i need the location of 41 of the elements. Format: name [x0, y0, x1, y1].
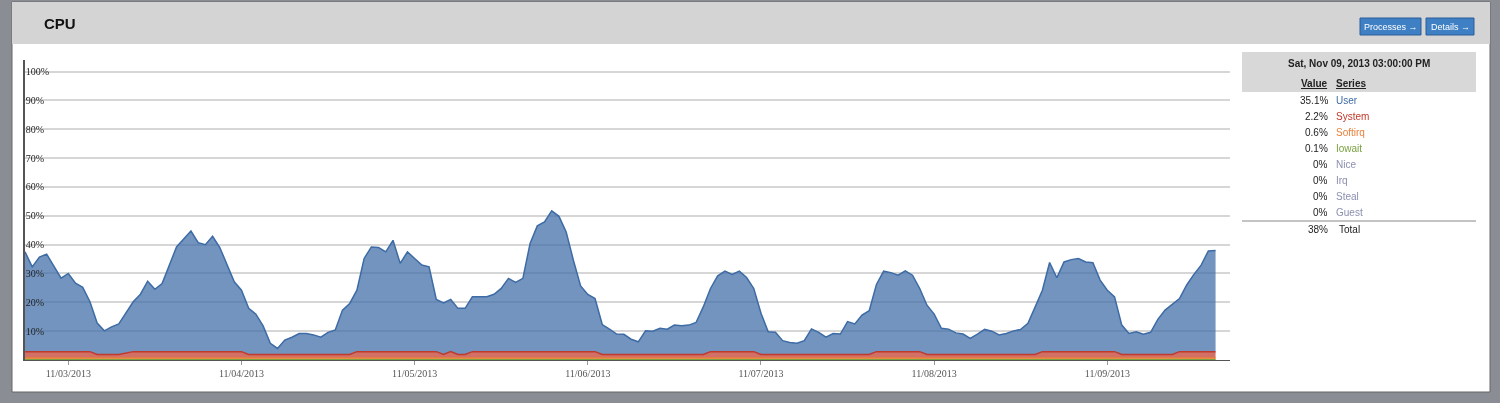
x-tick-label: 11/03/2013	[45, 368, 91, 379]
x-tick-label: 11/07/2013	[738, 368, 784, 379]
text: Softirq	[1336, 127, 1365, 138]
x-tick-label: 11/06/2013	[565, 368, 611, 379]
text: 35.1%	[1300, 95, 1329, 106]
text: 0.6%	[1305, 127, 1328, 138]
text: Steal	[1336, 191, 1359, 202]
y-tick-label: 20%	[25, 296, 45, 308]
y-tick-label: 80%	[25, 123, 45, 135]
text: 38%	[1308, 224, 1329, 235]
text: Sat, Nov 09, 2013 03:00:00 PM	[1288, 58, 1431, 69]
text: Nice	[1336, 159, 1357, 170]
text: Total	[1339, 224, 1361, 235]
text: Details →	[1431, 22, 1471, 32]
text: Irq	[1336, 175, 1348, 186]
text: Value	[1301, 78, 1328, 89]
text: 0%	[1313, 175, 1328, 186]
chart-title: CPU	[44, 15, 76, 32]
text: Series	[1336, 78, 1367, 89]
text: User	[1336, 95, 1358, 106]
text: 2.2%	[1305, 111, 1328, 122]
y-tick-label: 10%	[25, 325, 45, 337]
text: 0%	[1313, 159, 1328, 170]
y-tick-label: 30%	[25, 267, 45, 279]
text: Guest	[1336, 207, 1363, 218]
text: Processes →	[1364, 22, 1418, 32]
y-tick-label: 70%	[25, 152, 45, 164]
y-tick-label: 60%	[25, 181, 45, 193]
y-tick-label: 40%	[25, 239, 45, 251]
text: System	[1336, 111, 1370, 122]
text: Iowait	[1336, 143, 1363, 154]
x-tick-label: 11/04/2013	[218, 368, 265, 379]
y-tick-label: 90%	[25, 94, 45, 106]
x-tick-label: 11/05/2013	[392, 368, 438, 379]
x-tick-label: 11/09/2013	[1084, 368, 1130, 379]
x-tick-label: 11/08/2013	[911, 368, 957, 379]
y-tick-label: 50%	[25, 210, 45, 222]
text: 0.1%	[1305, 143, 1328, 154]
text: 0%	[1313, 207, 1328, 218]
text: 0%	[1313, 191, 1328, 202]
y-tick-label: 100%	[25, 66, 50, 78]
